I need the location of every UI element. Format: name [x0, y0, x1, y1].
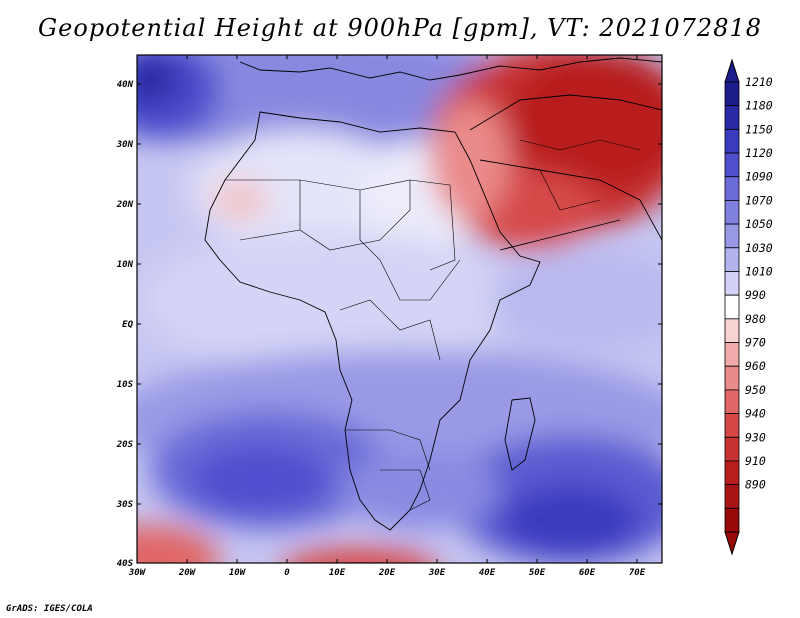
longitude-axis: 30W 20W 10W 0 10E 20E 30E 40E 50E 60E 70E: [128, 55, 646, 578]
colorbar-swatch: [724, 128, 740, 154]
lat-tick-label: 20S: [116, 440, 134, 450]
lon-tick-label: 70E: [629, 568, 646, 578]
colorbar-swatch: [724, 200, 740, 225]
colorbar-swatch: [724, 460, 740, 486]
colorbar-label: 1050: [745, 217, 773, 231]
colorbar-bottom-arrow: [724, 531, 740, 556]
colorbar-swatch: [724, 389, 740, 414]
colorbar-swatch: [724, 413, 740, 438]
colorbar-label: 890: [745, 478, 766, 492]
lon-tick-label: 20W: [178, 568, 197, 578]
colorbar-top-arrow: [724, 58, 740, 83]
colorbar-swatch: [724, 247, 740, 272]
lon-tick-label: 20E: [378, 568, 396, 578]
lat-tick-label: EQ: [122, 320, 133, 330]
colorbar-swatch: [724, 365, 740, 391]
colorbar-label: 1070: [745, 193, 773, 207]
colorbar-swatch: [724, 484, 740, 509]
colorbar-swatch: [724, 105, 740, 130]
colorbar-label: 970: [745, 336, 766, 350]
colorbar: 1210 1180 1150 1120 1090 1070 1050 1030 1010 990 9…: [724, 58, 773, 556]
colorbar-swatch: [724, 152, 740, 178]
lon-tick-label: 10W: [229, 568, 247, 578]
colorbar-swatch: [724, 294, 740, 320]
map-title: Geopotential Height at 900hPa [gpm], VT:…: [38, 14, 762, 42]
colorbar-label: 1180: [745, 99, 773, 113]
colorbar-label: 950: [745, 383, 766, 397]
colorbar-label: 1090: [745, 170, 773, 184]
colorbar-label: 960: [745, 359, 766, 373]
grads-credit: GrADS: IGES/COLA: [6, 604, 93, 614]
country-borders: [225, 139, 641, 511]
colorbar-label: 980: [745, 312, 766, 326]
colorbar-label: 1150: [745, 122, 773, 136]
colorbar-label: 990: [745, 288, 766, 302]
lon-tick-label: 10E: [329, 568, 346, 578]
colorbar-label: 910: [745, 454, 766, 468]
lat-tick-label: 30N: [116, 140, 134, 150]
colorbar-swatch: [724, 342, 740, 367]
lat-tick-label: 40S: [117, 559, 134, 569]
coastlines: [204, 57, 662, 531]
colorbar-swatch: [724, 223, 740, 249]
colorbar-swatch: [724, 176, 740, 201]
colorbar-swatch: [724, 436, 740, 462]
colorbar-label: 1010: [745, 264, 773, 278]
colorbar-label: 1210: [745, 75, 773, 89]
colorbar-swatch: [724, 271, 740, 296]
lon-tick-label: 0: [284, 568, 290, 578]
lon-tick-label: 50E: [529, 568, 546, 578]
map-frame: [136, 54, 663, 564]
lat-tick-label: 10N: [117, 260, 134, 270]
colorbar-label: 940: [745, 407, 766, 421]
colorbar-swatch: [724, 81, 740, 107]
lat-tick-label: 10S: [117, 380, 134, 390]
lon-tick-label: 30E: [428, 568, 446, 578]
latitude-axis: 40N 30N 20N 10N EQ 10S 20S 30S 40S: [116, 80, 662, 569]
lon-tick-label: 60E: [579, 568, 596, 578]
lat-tick-label: 30S: [116, 500, 134, 510]
lat-tick-label: 20N: [116, 200, 134, 210]
colorbar-label: 1030: [745, 241, 773, 255]
colorbar-label: 1120: [745, 146, 773, 160]
colorbar-label: 930: [745, 430, 766, 444]
height-field: [137, 55, 662, 563]
lat-tick-label: 40N: [117, 80, 134, 90]
lon-tick-label: 30W: [128, 568, 147, 578]
colorbar-swatch: [724, 318, 740, 343]
lon-tick-label: 40E: [479, 568, 496, 578]
colorbar-swatch: [724, 507, 740, 533]
